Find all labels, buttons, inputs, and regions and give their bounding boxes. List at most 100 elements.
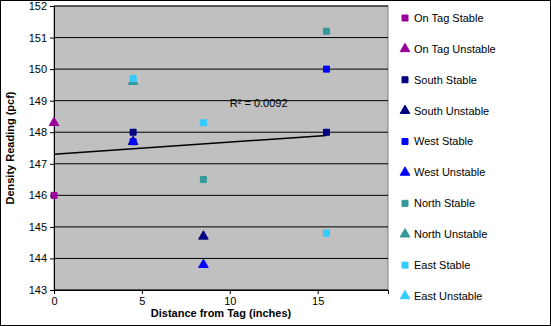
point (51, 192, 57, 198)
y-tick: 151 (29, 32, 54, 44)
y-tick-mark (50, 290, 54, 291)
plot-area (54, 6, 388, 290)
legend-marker (400, 290, 410, 298)
point (200, 120, 206, 126)
point (323, 28, 329, 34)
legend-marker (402, 15, 408, 21)
point (128, 76, 138, 84)
y-tick-label: 149 (29, 95, 47, 107)
point (130, 139, 136, 145)
y-tick-label: 151 (29, 32, 47, 44)
chart-frame (1, 1, 551, 326)
grid-line (54, 100, 388, 101)
y-tick-mark (50, 164, 54, 165)
plot-marks (49, 28, 329, 267)
point (199, 231, 209, 239)
y-tick: 148 (29, 126, 54, 138)
legend-marker (400, 43, 410, 51)
grid-line (54, 37, 388, 38)
point (130, 129, 136, 135)
series (130, 66, 329, 145)
x-axis: 0 5 10 15 (51, 290, 388, 307)
y-tick-label: 144 (29, 252, 47, 264)
point (200, 177, 206, 183)
trendline (54, 135, 326, 154)
y-tick: 144 (29, 252, 54, 264)
grid-line (54, 69, 388, 70)
legend-label: East Unstable (414, 290, 482, 302)
series (130, 76, 329, 237)
y-tick-label: 143 (29, 284, 47, 296)
y-tick-mark (50, 69, 54, 70)
legend-marker (400, 105, 410, 113)
y-tick-label: 147 (29, 158, 47, 170)
point (323, 129, 329, 135)
point (323, 66, 329, 72)
series (128, 76, 138, 84)
y-tick: 146 (29, 189, 54, 201)
legend-label: North Unstable (414, 228, 487, 240)
y-tick-mark (50, 6, 54, 7)
y-tick-mark (50, 132, 54, 133)
y-tick: 152 (29, 0, 54, 12)
legend-label: On Tag Stable (414, 12, 484, 24)
legend-marker (400, 229, 410, 237)
legend: On Tag Stable On Tag Unstable South Stable… (400, 12, 496, 302)
y-tick-mark (50, 227, 54, 228)
grid-line (54, 6, 388, 7)
legend-marker (402, 262, 408, 268)
legend-marker (402, 200, 408, 206)
annotation: R² = 0.0092 (230, 97, 288, 109)
x-tick-mark (230, 290, 231, 294)
x-tick: 10 (224, 290, 236, 307)
legend-marker (402, 77, 408, 83)
y-tick-label: 145 (29, 221, 47, 233)
y-tick-mark (50, 258, 54, 259)
legend-label: South Unstable (414, 105, 489, 117)
grid-line (54, 132, 388, 133)
series (200, 28, 329, 182)
y-tick: 145 (29, 221, 54, 233)
y-axis-line (50, 7, 55, 291)
y-tick: 149 (29, 95, 54, 107)
grid-line (54, 226, 388, 227)
x-tick: 15 (312, 290, 324, 307)
y-tick-label: 150 (29, 63, 47, 75)
legend-marker (400, 167, 410, 175)
y-axis: 143 144 145 146 147 148 149 150 151 152 (29, 0, 55, 296)
chart: 0 5 10 15 143 144 145 146 147 148 149 150 151 152 Dist… (0, 0, 551, 326)
x-axis-title: Distance from Tag (inches) (151, 307, 292, 319)
legend-label: South Stable (414, 74, 477, 86)
grid-line (54, 258, 388, 259)
grid (54, 6, 388, 290)
x-tick: 5 (139, 290, 145, 307)
legend-label: East Stable (414, 259, 470, 271)
point (323, 230, 329, 236)
point (130, 76, 136, 82)
x-tick-label: 15 (312, 295, 324, 307)
point (128, 136, 138, 144)
grid-line (54, 195, 388, 196)
x-tick-label: 10 (224, 295, 236, 307)
y-tick: 147 (29, 158, 54, 170)
x-tick: 0 (51, 290, 57, 307)
legend-label: North Stable (414, 197, 475, 209)
y-tick-mark (50, 101, 54, 102)
x-tick-mark (142, 290, 143, 294)
x-tick-label: 0 (51, 295, 57, 307)
x-tick-label: 5 (139, 295, 145, 307)
y-axis-title: Density Reading (pcf) (4, 91, 16, 204)
legend-label: West Stable (414, 135, 473, 147)
legend-label: On Tag Unstable (414, 43, 496, 55)
series (130, 129, 329, 135)
x-axis-line (55, 291, 389, 295)
grid-line (54, 163, 388, 164)
point (199, 259, 209, 267)
x-tick-mark (318, 290, 319, 294)
series (51, 192, 57, 198)
legend-label: West Unstable (414, 166, 485, 178)
series (128, 136, 208, 239)
point (49, 117, 59, 125)
y-tick-mark (50, 38, 54, 39)
legend-marker (402, 139, 408, 145)
